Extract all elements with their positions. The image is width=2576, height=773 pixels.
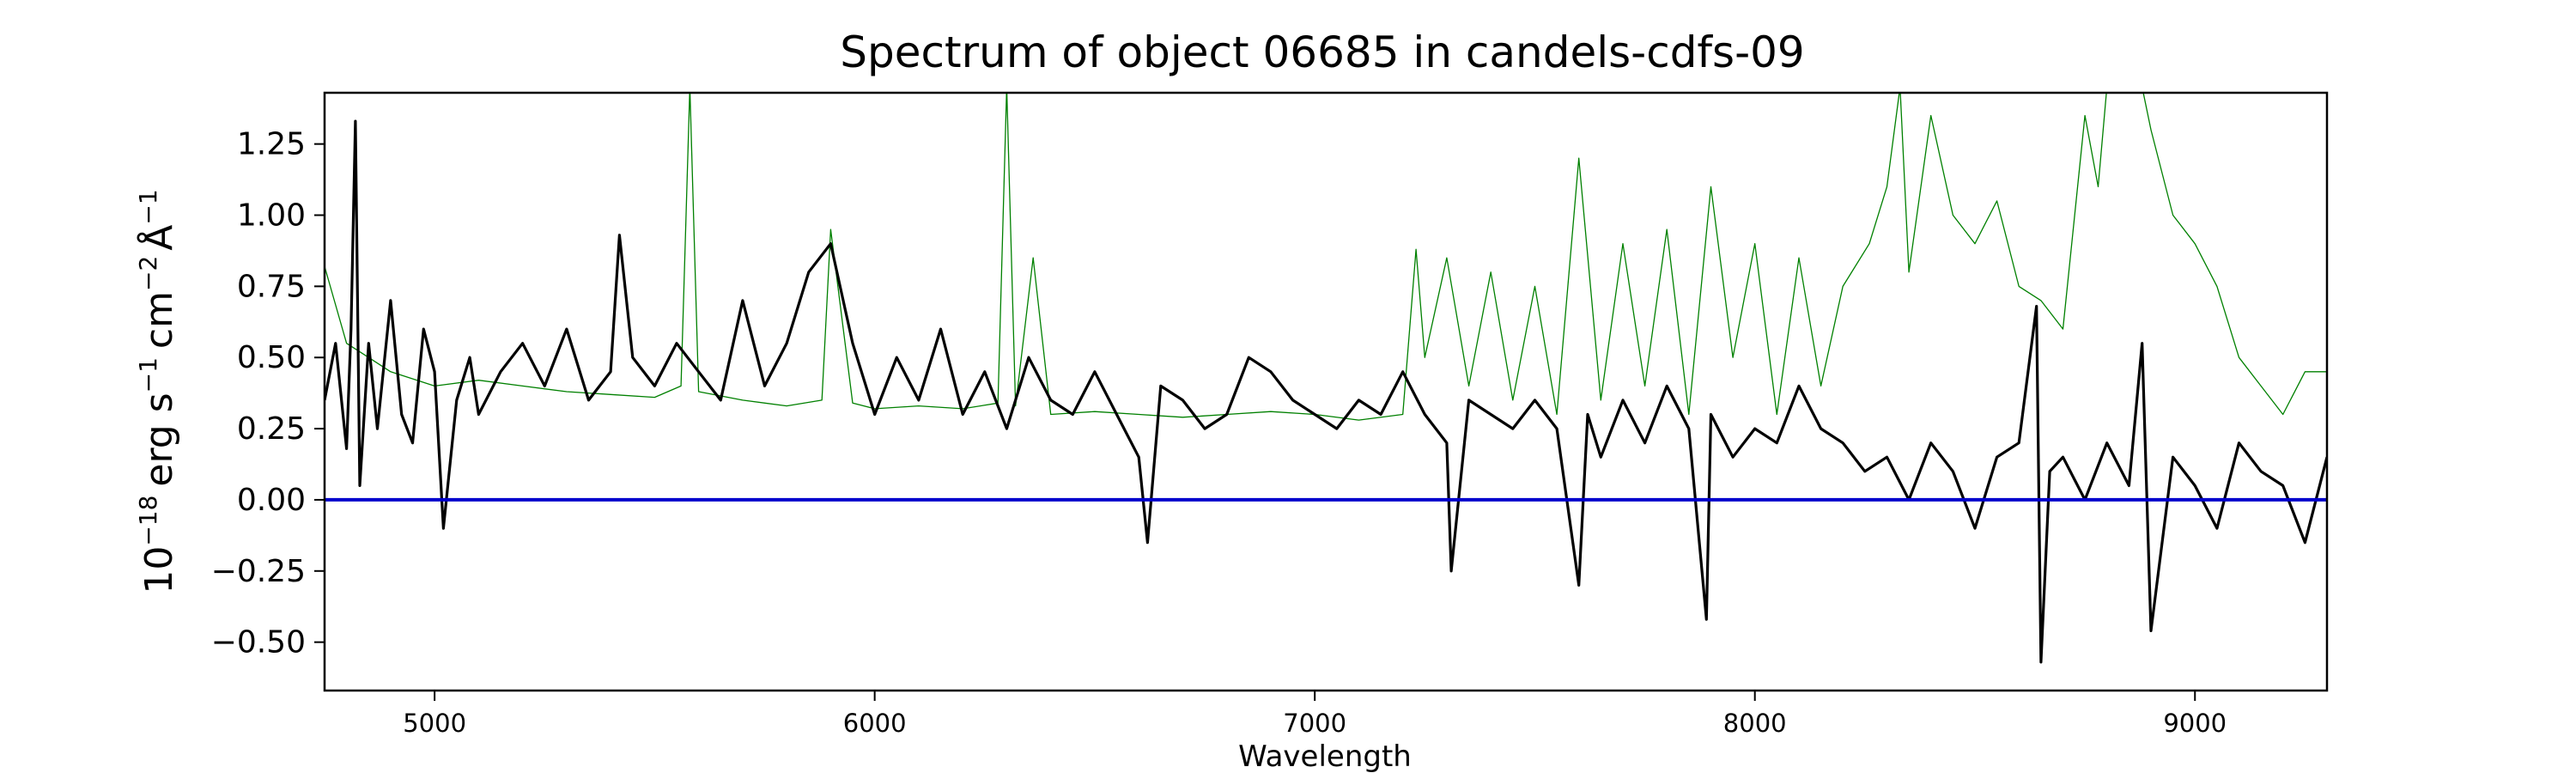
- y-tick-label: 0.75: [237, 269, 306, 304]
- chart-title: Spectrum of object 06685 in candels-cdfs…: [840, 27, 1805, 77]
- y-axis-label-base: 10: [137, 546, 181, 594]
- series-line-0: [325, 119, 2327, 664]
- plot-frame: [323, 91, 2329, 692]
- y-axis: −0.50 −0.25 0.00 0.25 0.50 0.75 1.00 1.25: [211, 127, 325, 660]
- x-tick-label: 9000: [2163, 709, 2227, 738]
- y-tick-label: 0.50: [237, 340, 306, 375]
- x-tick-label: 6000: [843, 709, 907, 738]
- y-tick-label: −0.50: [211, 625, 306, 660]
- y-axis-label-exp: −18: [134, 496, 162, 546]
- y-axis-label-angstrom: Å: [136, 225, 181, 251]
- y-tick-label: −0.25: [211, 554, 306, 589]
- y-axis-label-erg: erg s: [137, 393, 181, 486]
- y-tick-label: 1.00: [237, 198, 306, 234]
- y-tick-label: 1.25: [237, 127, 306, 162]
- x-tick-label: 5000: [403, 709, 466, 738]
- y-axis-label: 10−18erg s−1cm−2Å−1: [134, 189, 181, 593]
- plot-area: [323, 91, 2329, 692]
- series-line-1: [325, 93, 2327, 421]
- y-axis-label-cm: cm: [137, 291, 181, 349]
- series-layer: [325, 93, 2327, 664]
- x-axis-label: Wavelength: [1238, 740, 1412, 773]
- y-axis-label-exp-ang: −1: [134, 189, 162, 224]
- y-tick-label: 0.00: [237, 483, 306, 518]
- x-tick-label: 7000: [1283, 709, 1346, 738]
- x-tick-label: 8000: [1723, 709, 1787, 738]
- x-axis: 5000 6000 7000 8000 9000: [403, 691, 2227, 738]
- y-tick-label: 0.25: [237, 411, 306, 447]
- y-axis-label-exp-s: −1: [134, 357, 162, 393]
- y-axis-label-exp-cm: −2: [134, 256, 162, 291]
